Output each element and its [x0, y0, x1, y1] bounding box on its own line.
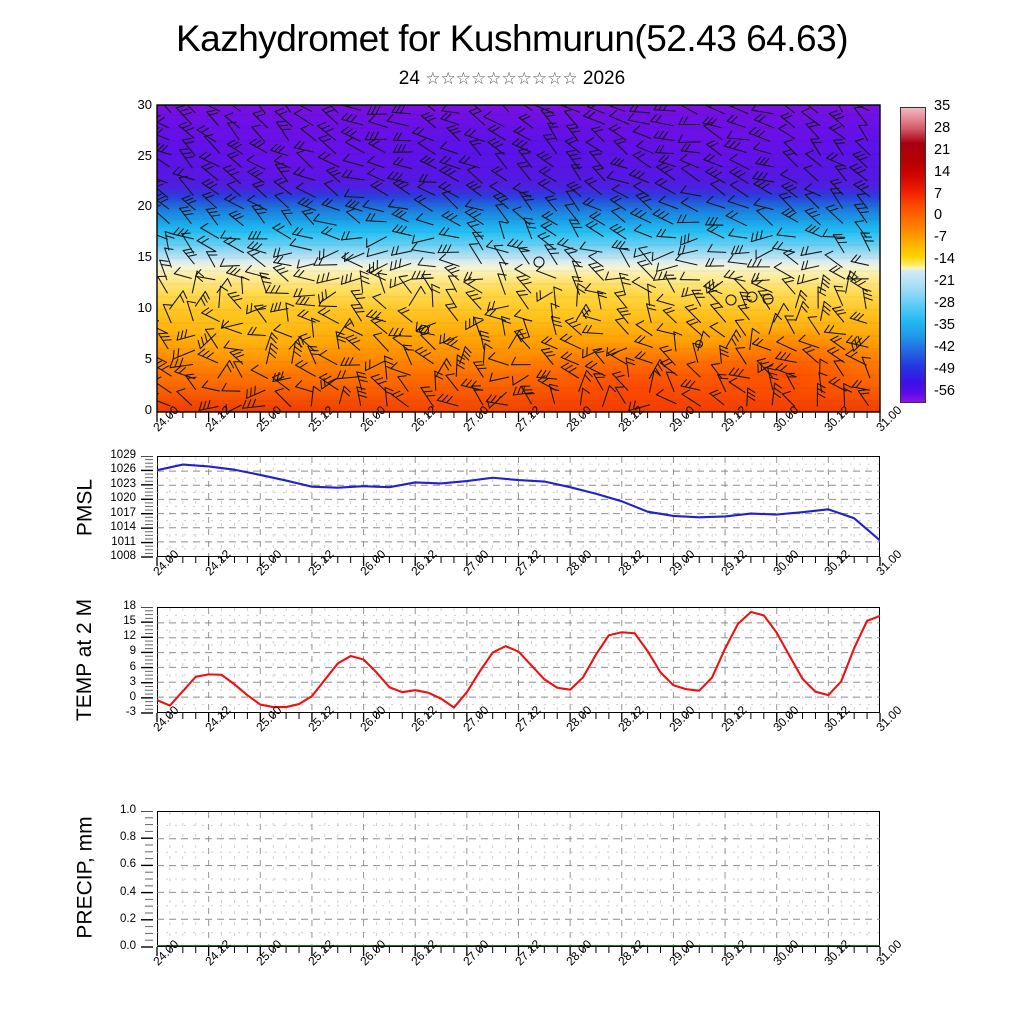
x-tick-label: 26.12	[408, 937, 440, 969]
y-tick-label: 15	[137, 249, 152, 264]
y-tick-label: 0.2	[120, 912, 136, 925]
colorbar-tick-label: -56	[934, 382, 955, 399]
colorbar-tick-label: -42	[934, 338, 955, 355]
y-tick-label: 1017	[110, 506, 136, 519]
colorbar-tick-label: 21	[934, 141, 951, 158]
colorbar-tick-label: -49	[934, 360, 955, 377]
colorbar-tick-label: -35	[934, 316, 955, 333]
subtitle-year: 2026	[582, 68, 626, 89]
page-title: Kazhydromet for Kushmurun(52.43 64.63)	[175, 18, 849, 59]
y-tick-label: -3	[125, 706, 136, 718]
colorbar-tick-label: 35	[934, 98, 951, 114]
x-tick-label: 31.00	[873, 937, 905, 969]
colorbar-tick-label: 0	[934, 207, 943, 224]
y-tick-label: 1020	[110, 492, 136, 505]
x-tick-label: 30.00	[769, 937, 802, 969]
y-tick-label: 0	[144, 402, 152, 417]
x-tick-label: 29.12	[718, 937, 750, 969]
x-tick-label: 24.12	[201, 937, 234, 969]
colorbar-tick-label: -14	[934, 251, 955, 268]
y-tick-label: 1026	[110, 463, 136, 476]
subtitle-month-missing-glyphs: ☆☆☆☆☆☆☆☆☆☆	[425, 69, 578, 88]
y-tick-label: 9	[129, 645, 136, 658]
y-tick-label: 6	[129, 660, 136, 673]
main-panel-y-axis: 30 25 20 15 10 5 0	[112, 98, 152, 416]
y-tick-label: 1014	[110, 521, 136, 534]
colorbar-tick-label: 14	[934, 163, 951, 180]
y-tick-label: 5	[144, 351, 152, 366]
y-tick-label: 3	[129, 675, 136, 688]
y-tick-label: 1023	[110, 477, 136, 490]
y-tick-label: 30	[137, 97, 152, 112]
x-tick-label: 24.00	[150, 937, 182, 969]
y-tick-label: 1011	[111, 535, 136, 548]
x-tick-label: 30.12	[821, 937, 853, 969]
colorbar-tick-label: -28	[934, 295, 955, 312]
colorbar-tick-label: 28	[934, 119, 951, 136]
y-tick-label: 25	[137, 148, 152, 163]
x-tick-label: 29.00	[666, 937, 698, 969]
y-tick-label: 0.8	[120, 831, 136, 844]
x-tick-label: 25.12	[305, 937, 337, 969]
y-tick-label: 18	[123, 600, 136, 612]
y-tick-label: 0.6	[120, 858, 136, 871]
x-tick-label: 26.00	[356, 937, 388, 969]
temp-y-axis: -3 0 3 6 9 12 15 18	[108, 600, 153, 718]
x-tick-label: 28.00	[563, 937, 595, 969]
x-tick-label: 27.00	[460, 937, 492, 969]
x-tick-label: 28.12	[615, 937, 647, 969]
colorbar	[900, 107, 926, 403]
precip-y-axis: 0.0 0.2 0.4 0.6 0.8 1.0	[108, 804, 153, 952]
y-tick-label: 20	[137, 198, 152, 213]
y-tick-label: 0	[129, 690, 136, 703]
subtitle-day: 24	[398, 68, 420, 89]
colorbar-labels: 35 28 21 14 7 0 -7 -14 -21 -28 -35 -42 -49 -56	[934, 98, 1004, 420]
colorbar-tick-label: -21	[934, 273, 955, 290]
y-tick-label: 15	[123, 615, 136, 628]
y-tick-label: 12	[123, 630, 136, 643]
x-tick-label: 25.00	[253, 937, 285, 969]
y-tick-label: 0.0	[120, 940, 136, 952]
date-subtitle: 24 ☆☆☆☆☆☆☆☆☆☆ 2026	[0, 68, 1024, 90]
y-tick-label: 0.4	[120, 885, 136, 898]
x-tick-label: 27.12	[511, 937, 543, 969]
y-tick-label: 1008	[110, 550, 136, 562]
y-tick-label: 1029	[110, 449, 136, 461]
y-tick-label: 1.0	[120, 804, 136, 816]
y-tick-label: 10	[137, 300, 152, 315]
colorbar-tick-label: -7	[934, 229, 947, 246]
pmsl-y-axis: 1008 1011 1014 1017 1020 1023 1026 1029	[108, 449, 153, 562]
colorbar-tick-label: 7	[934, 185, 943, 202]
